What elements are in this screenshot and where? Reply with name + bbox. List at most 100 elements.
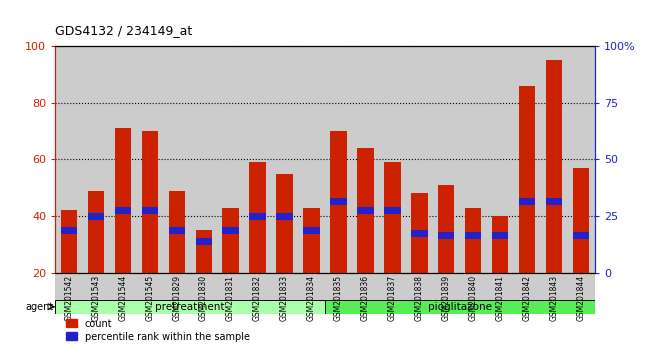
Text: GSM201837: GSM201837 bbox=[388, 275, 397, 321]
Bar bbox=[217, 46, 244, 273]
Bar bbox=[465, 232, 482, 239]
Bar bbox=[352, 46, 379, 273]
Bar bbox=[379, 46, 406, 273]
Bar bbox=[271, 46, 298, 273]
Bar bbox=[276, 173, 292, 273]
Bar bbox=[55, 46, 83, 273]
Bar bbox=[55, 299, 325, 314]
Bar bbox=[88, 190, 104, 273]
Bar bbox=[384, 162, 400, 273]
Bar bbox=[325, 273, 352, 299]
Bar bbox=[88, 212, 104, 219]
Bar bbox=[487, 46, 514, 273]
Bar bbox=[82, 273, 109, 299]
Bar bbox=[114, 128, 131, 273]
Bar bbox=[519, 86, 536, 273]
Bar bbox=[514, 46, 541, 273]
Text: GSM201832: GSM201832 bbox=[253, 275, 262, 321]
Text: GSM201830: GSM201830 bbox=[199, 275, 208, 321]
Bar bbox=[352, 273, 379, 299]
Bar bbox=[465, 207, 482, 273]
Text: GSM201839: GSM201839 bbox=[442, 275, 451, 321]
Bar bbox=[546, 198, 562, 205]
Bar bbox=[136, 273, 163, 299]
Bar bbox=[541, 273, 568, 299]
Bar bbox=[271, 273, 298, 299]
Bar bbox=[196, 238, 212, 245]
Text: GSM201543: GSM201543 bbox=[91, 275, 100, 321]
Bar bbox=[222, 227, 239, 234]
Text: GDS4132 / 234149_at: GDS4132 / 234149_at bbox=[55, 24, 192, 37]
Text: GSM201843: GSM201843 bbox=[550, 275, 559, 321]
Bar bbox=[568, 273, 595, 299]
Bar bbox=[514, 273, 541, 299]
Bar bbox=[217, 273, 244, 299]
Bar bbox=[379, 273, 406, 299]
Bar bbox=[304, 227, 320, 234]
Bar bbox=[358, 148, 374, 273]
Bar bbox=[276, 212, 292, 219]
Bar bbox=[325, 299, 595, 314]
Bar bbox=[163, 46, 190, 273]
Text: GSM201833: GSM201833 bbox=[280, 275, 289, 321]
Bar bbox=[492, 232, 508, 239]
Text: GSM201835: GSM201835 bbox=[334, 275, 343, 321]
Text: GSM201842: GSM201842 bbox=[523, 275, 532, 321]
Bar bbox=[438, 232, 454, 239]
Bar bbox=[190, 46, 217, 273]
Bar bbox=[55, 273, 83, 299]
Text: GSM201844: GSM201844 bbox=[577, 275, 586, 321]
Bar bbox=[114, 207, 131, 214]
Bar bbox=[196, 230, 212, 273]
Bar bbox=[546, 60, 562, 273]
Bar bbox=[573, 232, 590, 239]
Bar bbox=[60, 210, 77, 273]
Bar bbox=[168, 190, 185, 273]
Bar bbox=[460, 46, 487, 273]
Bar bbox=[460, 273, 487, 299]
Bar bbox=[406, 273, 433, 299]
Text: GSM201841: GSM201841 bbox=[496, 275, 505, 321]
Bar bbox=[330, 198, 346, 205]
Bar bbox=[250, 212, 266, 219]
Bar bbox=[438, 185, 454, 273]
Bar bbox=[142, 131, 158, 273]
Text: agent: agent bbox=[25, 302, 54, 312]
Text: GSM201545: GSM201545 bbox=[145, 275, 154, 321]
Bar bbox=[325, 46, 352, 273]
Bar bbox=[573, 168, 590, 273]
Bar bbox=[109, 46, 136, 273]
Bar bbox=[541, 46, 568, 273]
Bar bbox=[298, 273, 325, 299]
Text: GSM201834: GSM201834 bbox=[307, 275, 316, 321]
Bar bbox=[222, 207, 239, 273]
Bar bbox=[142, 207, 158, 214]
Bar bbox=[168, 227, 185, 234]
Bar bbox=[433, 46, 460, 273]
Bar bbox=[492, 216, 508, 273]
Bar bbox=[330, 131, 346, 273]
Bar bbox=[82, 46, 109, 273]
Bar bbox=[568, 46, 595, 273]
Bar bbox=[411, 193, 428, 273]
Bar bbox=[60, 227, 77, 234]
Bar bbox=[433, 273, 460, 299]
Bar bbox=[304, 207, 320, 273]
Text: pretreatment: pretreatment bbox=[155, 302, 225, 312]
Text: GSM201544: GSM201544 bbox=[118, 275, 127, 321]
Bar bbox=[244, 46, 271, 273]
Bar bbox=[358, 207, 374, 214]
Bar bbox=[109, 273, 136, 299]
Text: pioglitazone: pioglitazone bbox=[428, 302, 492, 312]
Text: GSM201840: GSM201840 bbox=[469, 275, 478, 321]
Bar bbox=[384, 207, 400, 214]
Text: GSM201836: GSM201836 bbox=[361, 275, 370, 321]
Text: GSM201542: GSM201542 bbox=[64, 275, 73, 321]
Bar bbox=[298, 46, 325, 273]
Bar bbox=[190, 273, 217, 299]
Legend: count, percentile rank within the sample: count, percentile rank within the sample bbox=[66, 319, 250, 342]
Text: GSM201831: GSM201831 bbox=[226, 275, 235, 321]
Bar bbox=[487, 273, 514, 299]
Text: GSM201838: GSM201838 bbox=[415, 275, 424, 321]
Bar bbox=[519, 198, 536, 205]
